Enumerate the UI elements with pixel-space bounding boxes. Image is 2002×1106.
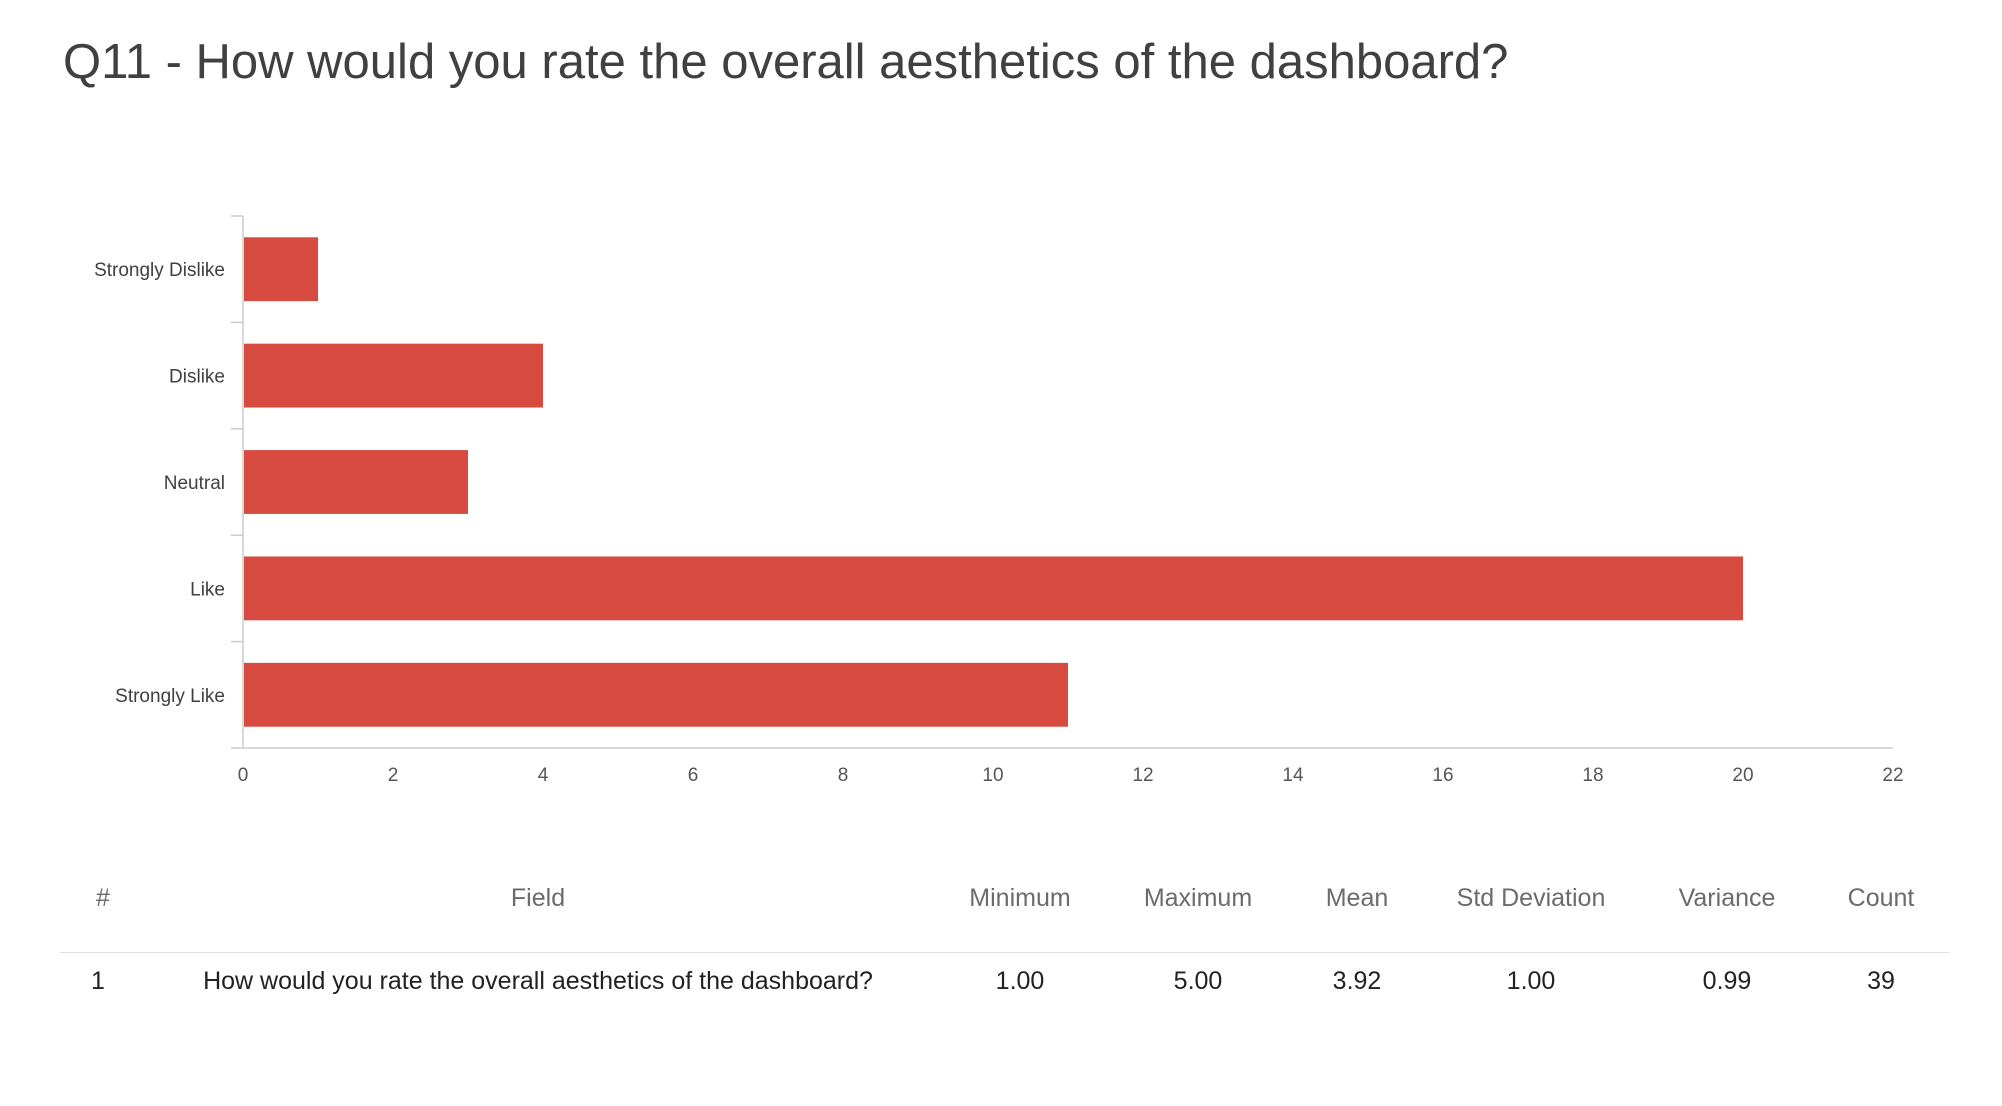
row-maximum: 5.00 bbox=[1173, 967, 1223, 995]
y-tick-label: Strongly Like bbox=[115, 686, 225, 707]
header-mean: Mean bbox=[1325, 884, 1389, 912]
x-tick-label: 4 bbox=[538, 765, 549, 786]
header-std-deviation: Std Deviation bbox=[1456, 884, 1606, 912]
x-tick-label: 2 bbox=[388, 765, 399, 786]
bar-strongly-like bbox=[244, 662, 1068, 727]
row-count: 39 bbox=[1867, 967, 1895, 995]
x-tick-label: 10 bbox=[982, 765, 1003, 786]
stats-table-header: # Field Minimum Maximum Mean Std Deviati… bbox=[60, 872, 1950, 953]
row-minimum: 1.00 bbox=[995, 967, 1045, 995]
x-tick-label: 12 bbox=[1132, 765, 1153, 786]
y-tick-label: Neutral bbox=[164, 473, 225, 494]
bar-dislike bbox=[244, 343, 543, 408]
x-tick-label: 0 bbox=[238, 765, 249, 786]
row-variance: 0.99 bbox=[1702, 967, 1752, 995]
row-std-deviation: 1.00 bbox=[1506, 967, 1556, 995]
y-tick-label: Like bbox=[190, 579, 225, 600]
x-tick-label: 6 bbox=[688, 765, 699, 786]
header-maximum: Maximum bbox=[1143, 884, 1253, 912]
y-tick-label: Dislike bbox=[169, 367, 225, 388]
row-field: How would you rate the overall aesthetic… bbox=[203, 967, 873, 995]
bar-chart: Strongly Dislike Dislike Neutral Like Strong… bbox=[94, 215, 1904, 786]
header-field: Field bbox=[510, 884, 566, 912]
x-tick-label: 22 bbox=[1882, 765, 1903, 786]
bar-neutral bbox=[244, 450, 468, 514]
table-row: 1 How would you rate the overall aesthet… bbox=[60, 953, 1950, 1077]
x-tick-label: 20 bbox=[1732, 765, 1753, 786]
page-title: Q11 - How would you rate the overall aes… bbox=[63, 35, 1509, 89]
header-variance: Variance bbox=[1678, 884, 1776, 912]
x-tick-label: 8 bbox=[838, 765, 849, 786]
x-tick-label: 16 bbox=[1432, 765, 1453, 786]
row-num: 1 bbox=[91, 967, 105, 995]
y-tick-label: Strongly Dislike bbox=[94, 260, 225, 281]
bar-strongly-dislike bbox=[244, 237, 318, 302]
header-minimum: Minimum bbox=[969, 884, 1071, 912]
x-tick-label: 14 bbox=[1282, 765, 1304, 786]
bar-like bbox=[244, 556, 1743, 621]
stats-table: # Field Minimum Maximum Mean Std Deviati… bbox=[60, 872, 1950, 1077]
x-tick-label: 18 bbox=[1582, 765, 1603, 786]
row-mean: 3.92 bbox=[1332, 967, 1382, 995]
header-num: # bbox=[96, 884, 110, 912]
header-count: Count bbox=[1847, 884, 1915, 912]
